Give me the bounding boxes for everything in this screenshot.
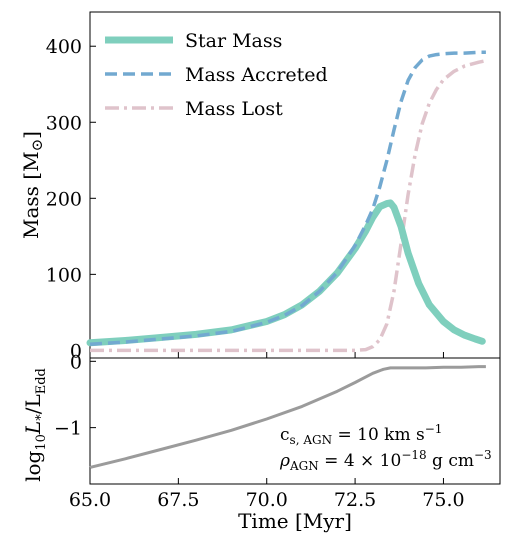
annotation-agn-density: ρAGN = 4 × 10−18 g cm−3 xyxy=(279,448,492,473)
top-panel: 0 100 200 300 400 Star Mass Mass Accreted Mass … xyxy=(46,11,501,362)
series-line-mass-lost xyxy=(90,58,487,353)
bottom-y-axis-label: log10L*/LEdd xyxy=(21,368,49,482)
bottom-y-tick-label: −1 xyxy=(54,418,82,440)
legend-label-mass-accreted: Mass Accreted xyxy=(185,64,328,86)
top-y-tick-label: 200 xyxy=(46,188,82,210)
x-tick-label: 65.0 xyxy=(69,489,111,511)
top-y-tick-label: 0 xyxy=(70,340,82,362)
series-line-luminosity xyxy=(89,365,486,469)
x-tick-label: 72.5 xyxy=(334,489,376,511)
x-axis-label: Time [Myr] xyxy=(238,509,352,533)
bottom-panel: 0 −1 65.0 67.5 70.0 72.5 75.0 xyxy=(54,351,501,511)
top-y-tick-label: 100 xyxy=(46,264,82,286)
x-tick-label: 70.0 xyxy=(246,489,288,511)
x-tick-label: 67.5 xyxy=(157,489,199,511)
top-y-axis-label: Mass [M⊙] xyxy=(19,131,46,239)
top-y-tick-label: 300 xyxy=(46,112,82,134)
annotation-sound-speed: cs, AGN = 10 km s−1 xyxy=(280,422,442,447)
legend-label-star-mass: Star Mass xyxy=(185,30,282,52)
bottom-y-tick-label: 0 xyxy=(70,351,82,373)
series-line-star-mass xyxy=(86,199,486,347)
x-tick-label: 75.0 xyxy=(422,489,464,511)
legend-label-mass-lost: Mass Lost xyxy=(185,98,283,120)
top-y-tick-label: 400 xyxy=(46,36,82,58)
series-line-mass-accreted xyxy=(89,50,486,347)
bottom-panel-frame xyxy=(89,357,501,485)
